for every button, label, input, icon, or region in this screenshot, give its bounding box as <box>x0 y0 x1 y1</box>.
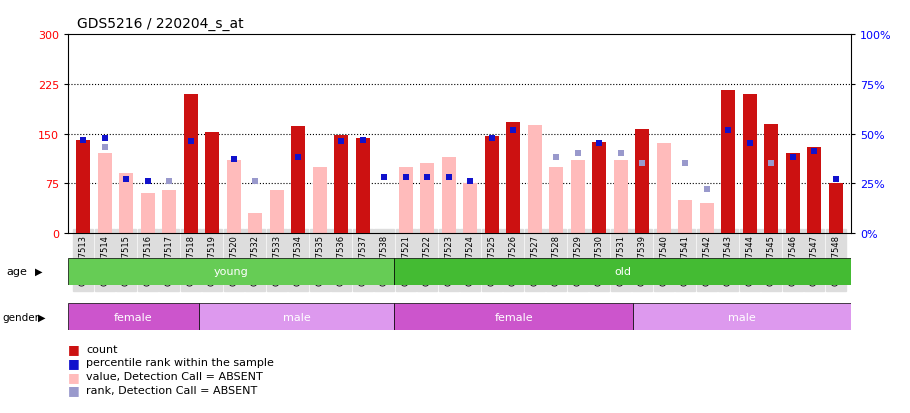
Bar <box>399 167 413 233</box>
Bar <box>334 135 349 233</box>
Text: gender: gender <box>3 312 40 322</box>
Text: ▶: ▶ <box>38 312 46 322</box>
Bar <box>592 143 606 233</box>
Bar <box>614 161 628 233</box>
Text: male: male <box>283 312 310 322</box>
Bar <box>356 139 369 233</box>
Text: ■: ■ <box>68 370 80 383</box>
Bar <box>68 304 198 330</box>
Text: ■: ■ <box>68 383 80 396</box>
Bar <box>528 126 541 233</box>
Bar <box>764 124 778 233</box>
Text: ▶: ▶ <box>35 266 42 277</box>
Bar <box>550 167 563 233</box>
Bar <box>313 167 327 233</box>
Text: GDS5216 / 220204_s_at: GDS5216 / 220204_s_at <box>77 17 244 31</box>
Bar <box>119 174 133 233</box>
Bar <box>485 136 499 233</box>
Bar <box>633 304 851 330</box>
Bar <box>829 184 843 233</box>
Text: female: female <box>114 312 153 322</box>
Bar <box>141 194 155 233</box>
Bar <box>506 122 521 233</box>
Bar <box>463 184 477 233</box>
Bar <box>786 154 800 233</box>
Bar <box>700 204 713 233</box>
Bar <box>807 147 822 233</box>
Text: male: male <box>728 312 756 322</box>
Bar <box>162 190 177 233</box>
Bar <box>678 200 693 233</box>
Bar <box>269 190 284 233</box>
Text: old: old <box>614 266 632 277</box>
Bar <box>291 220 305 233</box>
Bar <box>97 154 112 233</box>
Text: ■: ■ <box>68 356 80 369</box>
Bar <box>248 214 262 233</box>
Bar <box>442 157 456 233</box>
Bar <box>198 304 394 330</box>
Text: ■: ■ <box>68 342 80 356</box>
Bar <box>743 95 757 233</box>
Bar <box>206 133 219 233</box>
Bar <box>722 91 735 233</box>
Bar <box>291 126 305 233</box>
Text: percentile rank within the sample: percentile rank within the sample <box>86 358 274 368</box>
Text: value, Detection Call = ABSENT: value, Detection Call = ABSENT <box>86 371 263 381</box>
Bar <box>184 95 197 233</box>
Bar <box>635 130 650 233</box>
Bar <box>68 258 394 285</box>
Text: rank, Detection Call = ABSENT: rank, Detection Call = ABSENT <box>86 385 258 395</box>
Bar <box>657 144 671 233</box>
Bar <box>76 141 90 233</box>
Text: female: female <box>494 312 533 322</box>
Bar <box>420 164 434 233</box>
Text: count: count <box>86 344 118 354</box>
Bar <box>571 161 585 233</box>
Text: young: young <box>214 266 248 277</box>
Bar <box>227 161 241 233</box>
Text: age: age <box>6 266 27 277</box>
Bar <box>394 258 851 285</box>
Bar <box>394 304 633 330</box>
